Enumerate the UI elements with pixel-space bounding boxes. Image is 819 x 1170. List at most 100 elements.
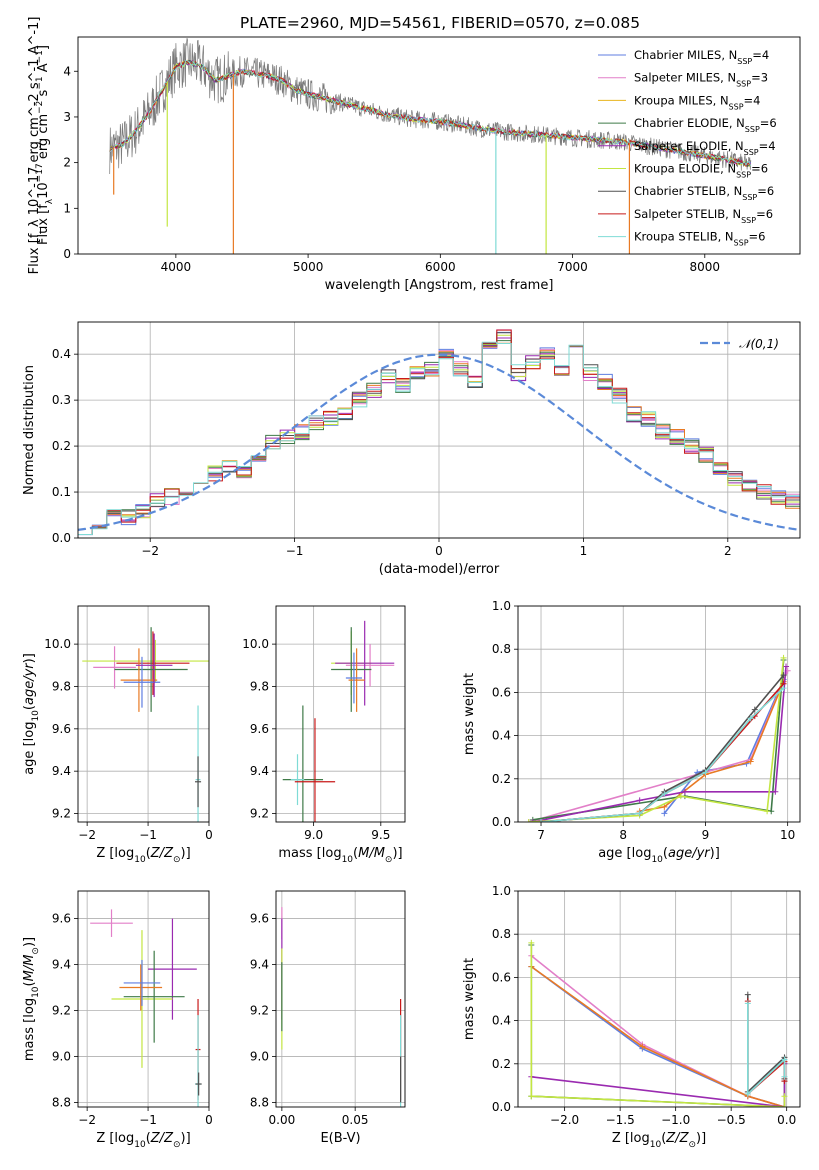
x-tick-label: 6000 [425, 260, 456, 274]
y-tick-label: 1.0 [492, 884, 511, 898]
y-tick-label: 8.8 [250, 1095, 269, 1109]
weight-marker [661, 790, 668, 797]
x-tick-label: 0 [435, 544, 443, 558]
x-tick-label: −2 [141, 544, 159, 558]
weight-line-kroupa-stelib [746, 1003, 786, 1096]
y-tick-label: 9.6 [250, 722, 269, 736]
weight-marker [636, 797, 643, 804]
gaussian-curve [78, 353, 800, 531]
legend-label: Salpeter STELIB, NSSP=6 [634, 207, 773, 225]
x-tick-label: 7000 [557, 260, 588, 274]
y-tick-label: 9.2 [250, 807, 269, 821]
axes-frame [517, 605, 801, 823]
y-tick-label: 8.8 [52, 1095, 71, 1109]
x-axis-label-styled: Z [log10(Z/Z⊙)] [96, 846, 190, 865]
axes-frame [77, 890, 210, 1108]
y-tick-label: 0.0 [52, 531, 71, 545]
plot-area [276, 891, 405, 1107]
y-axis-label: mass weight [462, 958, 477, 1040]
y-axis-label-styled: Flux [fλ10−17 erg cm−2 s−1 A−1] [35, 45, 55, 245]
y-tick-label: 9.8 [52, 679, 71, 693]
axes-frame [275, 605, 406, 823]
x-tick-label: 8 [619, 828, 627, 842]
spectrum-legend: Chabrier MILES, NSSP=4 Salpeter MILES, NS… [598, 48, 777, 247]
y-tick-label: 9.6 [250, 912, 269, 926]
y-tick-label: 0.8 [492, 927, 511, 941]
model-line-salpeter-stelib [109, 60, 752, 168]
y-tick-label: 9.0 [52, 1049, 71, 1063]
x-axis-label-styled: age [log10(age/yr)] [598, 846, 720, 865]
weight-marker [780, 654, 787, 661]
y-tick-label: 9.8 [250, 679, 269, 693]
x-axis-label-styled: mass [log10(M/M⊙)] [278, 846, 402, 865]
plot-area [276, 606, 405, 822]
legend-label: Chabrier ELODIE, NSSP=6 [634, 116, 777, 134]
y-tick-label: 10.0 [44, 637, 71, 651]
panel-age-vs-Z: −2 −1 0 9.2 9.4 9.6 9.8 10.0 Z [log10(Z/Z⊙)] age … [22, 605, 213, 865]
y-tick-label: 1.0 [492, 599, 511, 613]
weight-marker [702, 769, 709, 776]
histogram-step [78, 334, 800, 535]
y-tick-label: 10.0 [242, 637, 269, 651]
x-tick-label: 7 [537, 828, 545, 842]
y-tick-label: 9.2 [250, 1003, 269, 1017]
weight-marker [781, 1093, 788, 1100]
x-tick-label: 2 [724, 544, 732, 558]
data-spectrum-line [109, 38, 752, 175]
x-tick-label: −1 [139, 828, 157, 842]
weight-marker [747, 715, 754, 722]
y-tick-label: 3 [63, 110, 71, 124]
y-tick-label: 0 [63, 247, 71, 261]
x-tick-label: −2.0 [550, 1113, 579, 1127]
weight-marker [747, 758, 754, 765]
y-tick-label: 2 [63, 156, 71, 170]
y-axis-label: Flux [f_λ 10^-17 erg cm^-2 s^-1 A^-1] [27, 17, 42, 275]
y-tick-label: 0.6 [492, 685, 511, 699]
plot-area [518, 891, 800, 1107]
weight-line-chabrier-elodie [530, 945, 786, 1107]
y-tick-label: 0.6 [492, 970, 511, 984]
panel-spectrum: 4000 5000 6000 7000 8000 0 1 2 3 4 wavelength [Ang… [27, 17, 801, 293]
x-tick-label: 4000 [161, 260, 192, 274]
x-tick-label: 0 [205, 1113, 213, 1127]
x-tick-label: −1 [139, 1113, 157, 1127]
x-axis-label-styled: Z [log10(Z/Z⊙)] [96, 1131, 190, 1150]
weight-line-salpeter-elodie [531, 1063, 786, 1107]
weight-marker [528, 939, 535, 946]
x-tick-label: 10 [780, 828, 795, 842]
y-axis-label-styled: age [log10(age/yr)] [22, 653, 41, 775]
weight-marker [681, 788, 688, 795]
x-axis-label-styled: Z [log10(Z/Z⊙)] [612, 1131, 706, 1150]
x-tick-label: −1.5 [606, 1113, 635, 1127]
plot-area [78, 891, 209, 1107]
histogram-step [78, 332, 800, 535]
histogram-step [78, 340, 800, 535]
x-tick-label: 9 [702, 828, 710, 842]
x-tick-label: 1 [580, 544, 588, 558]
model-line-kroupa-stelib [109, 60, 752, 167]
histogram-step [78, 341, 800, 535]
legend-label: Kroupa MILES, NSSP=4 [634, 93, 760, 111]
y-axis-label: Normed distribution [22, 365, 37, 495]
x-tick-label: −2 [78, 828, 96, 842]
legend-label: Kroupa ELODIE, NSSP=6 [634, 162, 768, 180]
x-axis-label: E(B-V) [320, 1131, 360, 1146]
x-tick-label: 0.00 [269, 1113, 296, 1127]
panel-mass-vs-Z: −2 −1 0 8.8 9.0 9.2 9.4 9.6 Z [log10(Z/Z⊙)] mass … [22, 890, 213, 1150]
weight-marker [661, 810, 668, 817]
weight-marker [764, 808, 771, 815]
panel-mass-vs-ebv: 0.00 0.05 8.8 9.0 9.2 9.4 9.6 E(B-V) [250, 890, 406, 1146]
weight-line-kroupa-miles [530, 965, 785, 1107]
y-tick-label: 0.1 [52, 485, 71, 499]
x-tick-label: 0 [205, 828, 213, 842]
y-tick-label: 9.6 [52, 722, 71, 736]
weight-marker [781, 1056, 788, 1063]
x-tick-label: 5000 [293, 260, 324, 274]
legend-label: Chabrier MILES, NSSP=4 [634, 48, 769, 66]
legend-label: Chabrier STELIB, NSSP=6 [634, 184, 774, 202]
x-tick-label: −1.0 [661, 1113, 690, 1127]
legend-label: 𝒩(0,1) [739, 337, 779, 351]
legend-label: Salpeter ELODIE, NSSP=4 [634, 139, 776, 157]
panel-weight-vs-age: 7 8 9 10 0.0 0.2 0.4 0.6 0.8 1.0 mass weight age [l… [462, 599, 801, 865]
x-tick-label: 0.0 [777, 1113, 796, 1127]
